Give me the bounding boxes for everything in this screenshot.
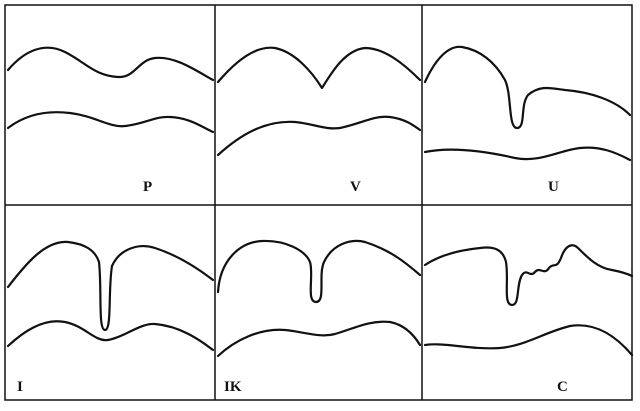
panel-label: V [350,179,361,195]
panel-v: V [216,46,422,195]
upper-curve [423,244,634,307]
lower-curve [216,320,422,358]
lower-curve [423,146,632,162]
lower-curve [6,111,215,134]
panel-label: IK [224,379,242,395]
panel-u: U [423,45,632,195]
upper-curve [6,46,215,82]
outer-frame [4,4,633,401]
lower-curve [6,320,215,352]
panel-i: I [6,240,215,395]
panel-label: C [557,379,568,395]
upper-curve [423,45,632,130]
lower-curve [423,324,634,357]
panel-c: C [423,244,634,395]
panel-p: P [6,46,215,195]
panel-ik: IK [216,239,422,395]
panel-label: P [143,179,152,195]
lower-curve [216,115,422,157]
upper-curve [216,46,422,90]
panel-label: I [17,379,23,395]
upper-curve [216,239,422,304]
upper-curve [6,240,215,332]
panel-label: U [548,179,559,195]
